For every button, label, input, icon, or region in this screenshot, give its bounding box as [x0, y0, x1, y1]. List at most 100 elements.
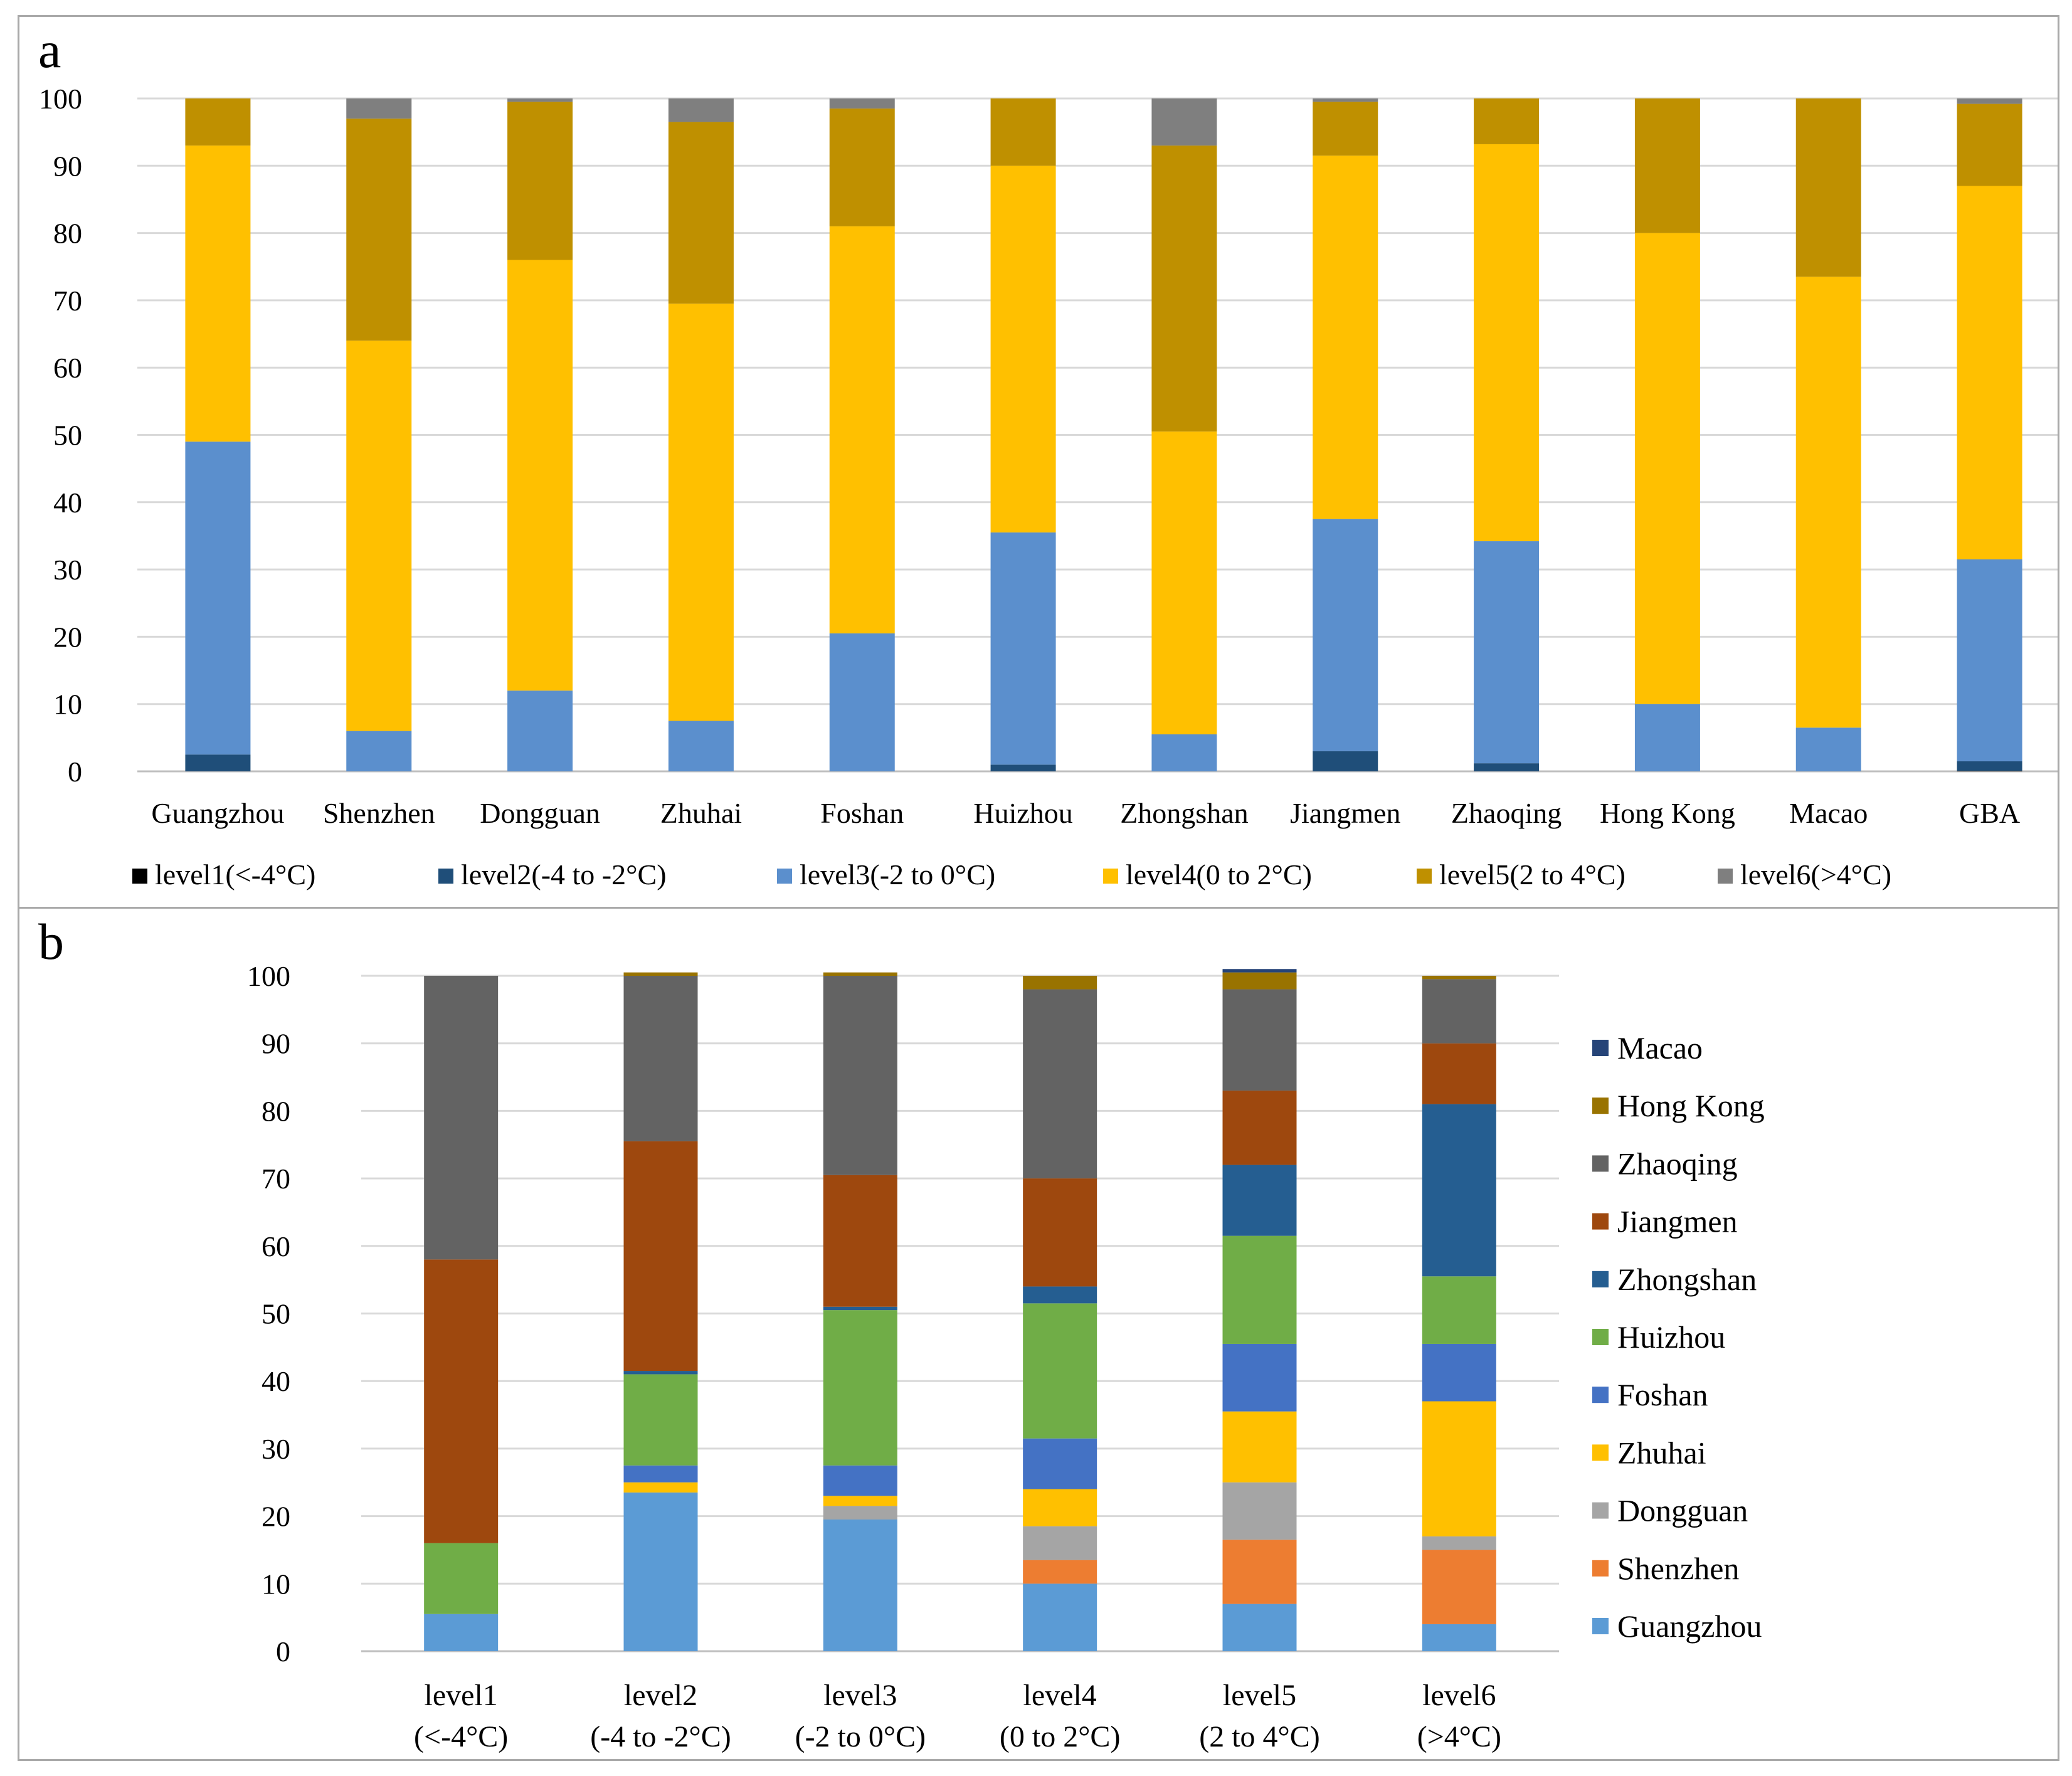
bar-segment-level3-2-to-0-c	[829, 633, 895, 771]
legend-label: Guangzhou	[1617, 1609, 1762, 1644]
legend-label: Jiangmen	[1617, 1204, 1738, 1239]
y-tick-label: 80	[262, 1095, 290, 1127]
y-tick-label: 90	[262, 1028, 290, 1060]
bar-segment-huizhou	[424, 1543, 499, 1614]
bar-segment-level5-2-to-4-c	[185, 98, 251, 146]
bar-segment-level4-0-to-2-c	[507, 260, 573, 691]
legend-swatch	[1103, 869, 1118, 884]
x-tick-label: Dongguan	[480, 797, 600, 829]
x-tick-label: (2 to 4°C)	[1199, 1720, 1320, 1753]
legend-item-macao: Macao	[1592, 1030, 1703, 1065]
x-tick-label: level2	[624, 1679, 697, 1712]
legend-item-level3-2-to-0-c: level3(-2 to 0°C)	[777, 859, 995, 891]
x-tick-label: Zhongshan	[1120, 797, 1248, 829]
bar-segment-zhaoqing	[823, 976, 897, 1175]
bar-segment-foshan	[1023, 1438, 1097, 1489]
bar-segment-level6-4-c	[1313, 98, 1378, 102]
bar-segment-level3-2-to-0-c	[507, 690, 573, 771]
legend-swatch	[132, 869, 147, 884]
bar-segment-level6-4-c	[1151, 98, 1217, 146]
x-tick-label: (<-4°C)	[414, 1720, 508, 1753]
bar-segment-level3-2-to-0-c	[185, 441, 251, 755]
legend-item-huizhou: Huizhou	[1592, 1319, 1725, 1355]
bar-segment-zhaoqing	[623, 976, 698, 1141]
x-tick-label: level3	[823, 1679, 897, 1712]
bar-segment-shenzhen	[1023, 1560, 1097, 1584]
x-tick-label: Hong Kong	[1600, 797, 1735, 829]
bar-segment-zhuhai	[1023, 1489, 1097, 1526]
x-tick-label: Foshan	[820, 797, 904, 829]
legend-label: level6(>4°C)	[1740, 859, 1891, 891]
bar-segment-huizhou	[1023, 1303, 1097, 1439]
bar-segment-zhongshan	[623, 1371, 698, 1375]
bar-segment-level3-2-to-0-c	[1795, 727, 1861, 771]
legend-swatch	[1592, 1329, 1609, 1345]
bar-segment-guangzhou	[1422, 1624, 1496, 1651]
bar-segment-zhaoqing	[424, 976, 499, 1260]
legend-swatch	[1592, 1387, 1609, 1403]
x-tick-label: Zhuhai	[660, 797, 742, 829]
legend-swatch	[1592, 1097, 1609, 1114]
y-tick-label: 50	[53, 420, 82, 452]
bar-segment-level2-4-to-2-c	[990, 764, 1056, 771]
legend-swatch	[777, 869, 792, 884]
legend-label: level4(0 to 2°C)	[1126, 859, 1312, 891]
legend-item-foshan: Foshan	[1592, 1377, 1708, 1412]
bar-segment-level5-2-to-4-c	[1957, 103, 2022, 186]
x-tick-label: level4	[1023, 1679, 1097, 1712]
legend-swatch	[1592, 1444, 1609, 1461]
x-tick-label: Shenzhen	[323, 797, 435, 829]
bar-segment-level5-2-to-4-c	[1634, 98, 1700, 233]
bar-segment-zhuhai	[823, 1496, 897, 1506]
legend-label: level1(<-4°C)	[155, 859, 315, 891]
legend-label: Dongguan	[1617, 1493, 1748, 1528]
bar-segment-zhuhai	[1222, 1411, 1297, 1483]
bar-segment-guangzhou	[424, 1614, 499, 1651]
bar-segment-zhuhai	[623, 1482, 698, 1493]
bar-segment-level4-0-to-2-c	[1313, 156, 1378, 519]
bar-segment-jiangmen	[1023, 1178, 1097, 1287]
x-tick-label: (>4°C)	[1417, 1720, 1501, 1753]
bar-segment-foshan	[1422, 1343, 1496, 1402]
legend-swatch	[1417, 869, 1432, 884]
panel-a-plot: a 0 10 20 30 40 50 60 70 80 90 100 Guangzhou Shenzhen…	[38, 21, 2058, 891]
y-tick-label: 90	[53, 150, 82, 182]
x-tick-label: level6	[1422, 1679, 1496, 1712]
x-tick-label: (-4 to -2°C)	[590, 1720, 731, 1753]
bar-segment-guangzhou	[1222, 1604, 1297, 1651]
y-tick-label: 40	[53, 487, 82, 519]
bar-segment-guangzhou	[823, 1519, 897, 1651]
legend-label: level5(2 to 4°C)	[1439, 859, 1625, 891]
bar-segment-level5-2-to-4-c	[668, 122, 734, 304]
bar-segment-zhaoqing	[1222, 989, 1297, 1091]
x-tick-label: (-2 to 0°C)	[795, 1720, 926, 1753]
legend-item-hong-kong: Hong Kong	[1592, 1088, 1765, 1123]
legend-item-zhaoqing: Zhaoqing	[1592, 1146, 1738, 1181]
x-tick-label: Jiangmen	[1290, 797, 1400, 829]
y-tick-label: 50	[262, 1298, 290, 1330]
bar-segment-level2-4-to-2-c	[1313, 751, 1378, 771]
bar-segment-level3-2-to-0-c	[990, 532, 1056, 765]
bar-segment-hong-kong	[1023, 976, 1097, 990]
bar-segment-guangzhou	[1023, 1583, 1097, 1651]
y-tick-label: 60	[262, 1230, 290, 1262]
legend-item-level1-4-c: level1(<-4°C)	[132, 859, 315, 891]
legend-item-level6-4-c: level6(>4°C)	[1718, 859, 1891, 891]
y-tick-label: 20	[53, 621, 82, 653]
bar-segment-level2-4-to-2-c	[1474, 763, 1540, 771]
legend-swatch	[1592, 1271, 1609, 1287]
x-tick-label: GBA	[1959, 797, 2020, 829]
panel-b-chart: b 0 10 20 30 40 50 60 70 80 90 100 level1 (<-4°C) leve…	[18, 907, 2059, 1761]
bar-segment-level6-4-c	[829, 98, 895, 109]
bar-segment-level6-4-c	[1957, 98, 2022, 104]
bar-segment-level3-2-to-0-c	[1957, 559, 2022, 761]
bar-segment-jiangmen	[1422, 1043, 1496, 1104]
bar-segment-level5-2-to-4-c	[829, 108, 895, 226]
bar-segment-hong-kong	[1222, 972, 1297, 990]
bar-segment-shenzhen	[1422, 1550, 1496, 1624]
legend-label: Huizhou	[1617, 1319, 1725, 1355]
bar-segment-foshan	[623, 1465, 698, 1483]
legend-item-zhongshan: Zhongshan	[1592, 1262, 1757, 1297]
legend-item-level2-4-to-2-c: level2(-4 to -2°C)	[438, 859, 667, 891]
bar-segment-guangzhou	[623, 1492, 698, 1651]
